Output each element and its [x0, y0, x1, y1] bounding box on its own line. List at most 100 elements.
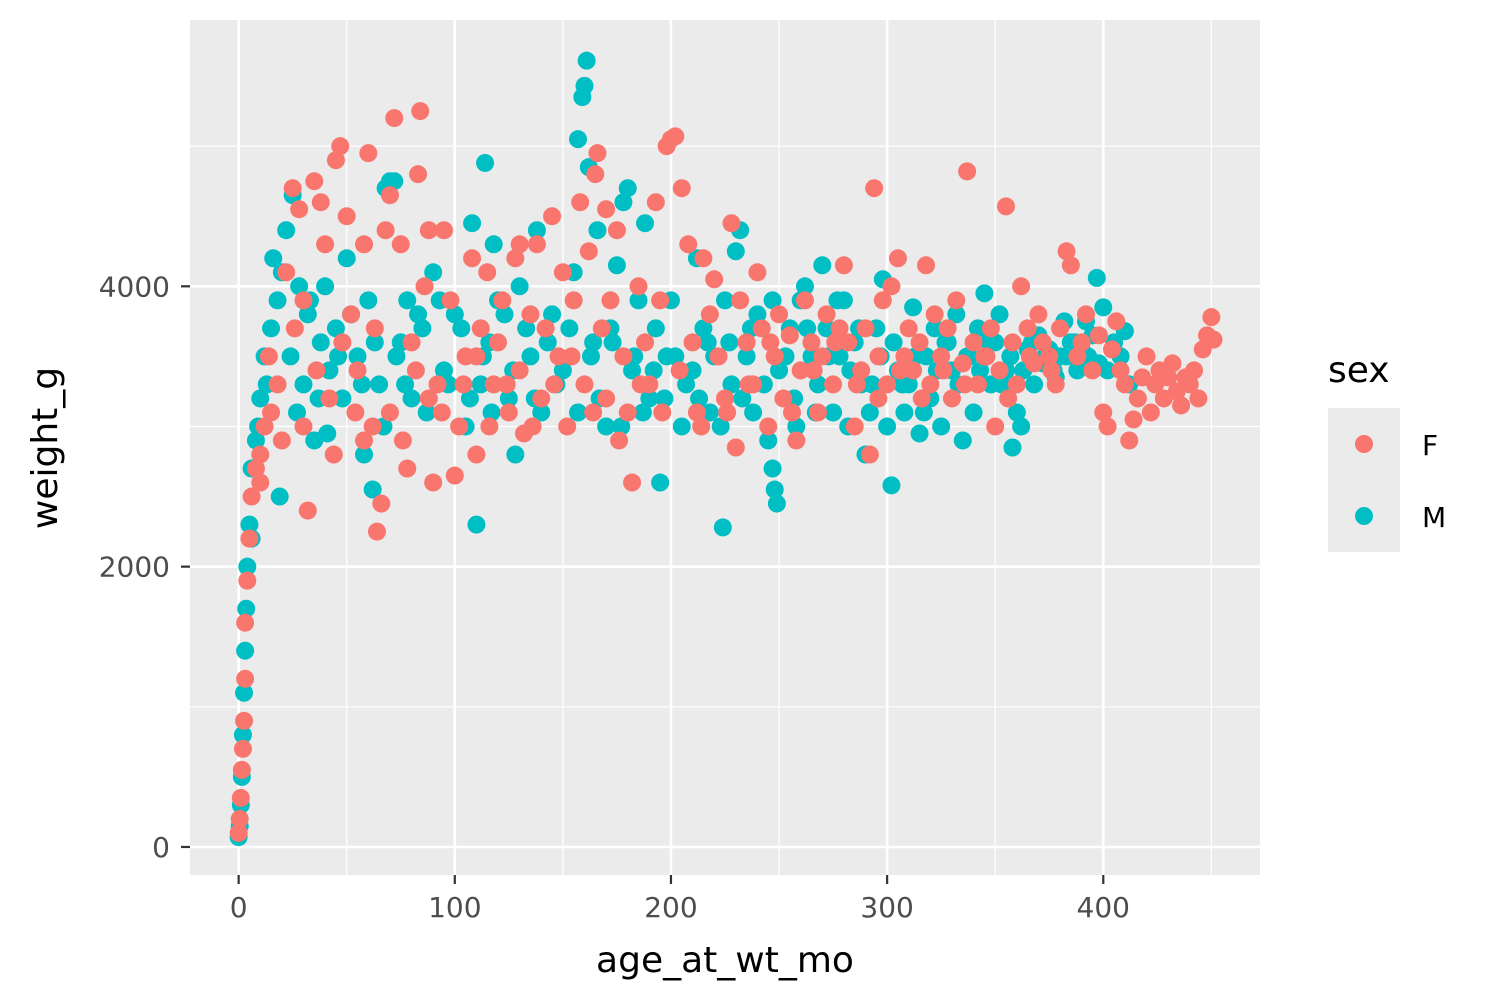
- data-point-f: [259, 347, 278, 366]
- data-point-f: [739, 375, 758, 394]
- data-point-f: [1051, 319, 1070, 338]
- data-point-f: [579, 242, 598, 261]
- data-point-f: [1007, 375, 1026, 394]
- data-point-m: [629, 291, 648, 310]
- data-point-f: [683, 333, 702, 352]
- data-point-f: [445, 466, 464, 485]
- data-point-f: [409, 165, 428, 184]
- data-point-f: [283, 179, 302, 198]
- data-point-f: [545, 375, 564, 394]
- data-point-f: [1068, 347, 1087, 366]
- data-point-f: [629, 277, 648, 296]
- data-points: [229, 51, 1223, 847]
- data-point-f: [236, 669, 255, 688]
- data-point-m: [895, 403, 914, 422]
- data-point-f: [891, 361, 910, 380]
- data-point-f: [934, 361, 953, 380]
- data-point-f: [586, 165, 605, 184]
- panel-background: [190, 20, 1260, 875]
- data-point-f: [990, 361, 1009, 380]
- data-point-m: [623, 361, 642, 380]
- data-point-m: [467, 515, 486, 534]
- data-point-m: [992, 375, 1011, 394]
- data-point-m: [370, 375, 389, 394]
- data-point-m: [499, 389, 518, 408]
- data-point-m: [510, 277, 529, 296]
- data-point-m: [700, 403, 719, 422]
- data-point-f: [910, 333, 929, 352]
- data-point-f: [499, 403, 518, 422]
- data-point-m: [277, 221, 296, 240]
- data-point-f: [549, 347, 568, 366]
- data-point-f: [938, 319, 957, 338]
- data-point-f: [770, 305, 789, 324]
- data-point-f: [523, 417, 542, 436]
- data-point-f: [997, 197, 1016, 216]
- data-point-f: [882, 277, 901, 296]
- data-point-f: [268, 375, 287, 394]
- data-point-f: [791, 361, 810, 380]
- data-point-f: [434, 221, 453, 240]
- data-point-m: [964, 403, 983, 422]
- data-point-f: [432, 403, 451, 422]
- data-point-m: [618, 179, 637, 198]
- data-point-f: [687, 403, 706, 422]
- y-tick-label: 0: [152, 831, 170, 864]
- data-point-m: [716, 291, 734, 310]
- data-point-m: [270, 487, 289, 506]
- legend-label-m: M: [1422, 501, 1446, 534]
- data-point-f: [342, 305, 361, 324]
- data-point-m: [893, 375, 912, 394]
- data-point-f: [813, 347, 832, 366]
- data-point-f: [411, 102, 430, 121]
- data-point-f: [1076, 305, 1095, 324]
- data-point-f: [601, 291, 620, 310]
- data-point-f: [826, 333, 845, 352]
- data-point-f: [441, 291, 460, 310]
- data-point-f: [921, 375, 940, 394]
- data-point-f: [705, 270, 724, 289]
- data-point-f: [480, 417, 499, 436]
- data-point-f: [737, 333, 756, 352]
- data-point-f: [233, 739, 252, 758]
- data-point-m: [476, 153, 495, 172]
- data-point-f: [834, 256, 853, 275]
- data-point-f: [391, 235, 410, 254]
- data-point-m: [588, 221, 607, 240]
- data-point-f: [367, 522, 386, 541]
- data-point-m: [808, 375, 827, 394]
- data-point-f: [1046, 375, 1065, 394]
- data-point-f: [584, 403, 603, 422]
- data-point-f: [808, 403, 827, 422]
- data-point-f: [450, 417, 469, 436]
- data-point-m: [445, 305, 464, 324]
- data-point-m: [337, 249, 356, 268]
- data-point-f: [236, 613, 255, 632]
- data-point-m: [1068, 361, 1087, 380]
- x-tick-label: 100: [428, 891, 481, 924]
- data-point-m: [268, 291, 287, 310]
- data-point-f: [527, 235, 546, 254]
- data-point-f: [489, 333, 508, 352]
- major-gridlines: [190, 20, 1260, 875]
- data-point-f: [932, 347, 951, 366]
- data-point-f: [1040, 347, 1059, 366]
- data-point-f: [324, 445, 343, 464]
- y-axis-title: weight_g: [25, 367, 66, 529]
- data-point-m: [677, 375, 696, 394]
- data-point-m: [387, 347, 406, 366]
- data-point-f: [623, 473, 642, 492]
- data-point-m: [765, 480, 784, 499]
- data-point-f: [478, 263, 497, 282]
- data-point-f: [1042, 361, 1061, 380]
- data-point-f: [497, 375, 516, 394]
- data-point-f: [1141, 403, 1160, 422]
- data-point-f: [355, 235, 374, 254]
- data-point-m: [581, 347, 600, 366]
- data-point-f: [787, 431, 806, 450]
- data-point-m: [759, 431, 778, 450]
- data-point-m: [575, 76, 594, 95]
- data-point-m: [1003, 438, 1022, 457]
- data-point-f: [246, 459, 265, 478]
